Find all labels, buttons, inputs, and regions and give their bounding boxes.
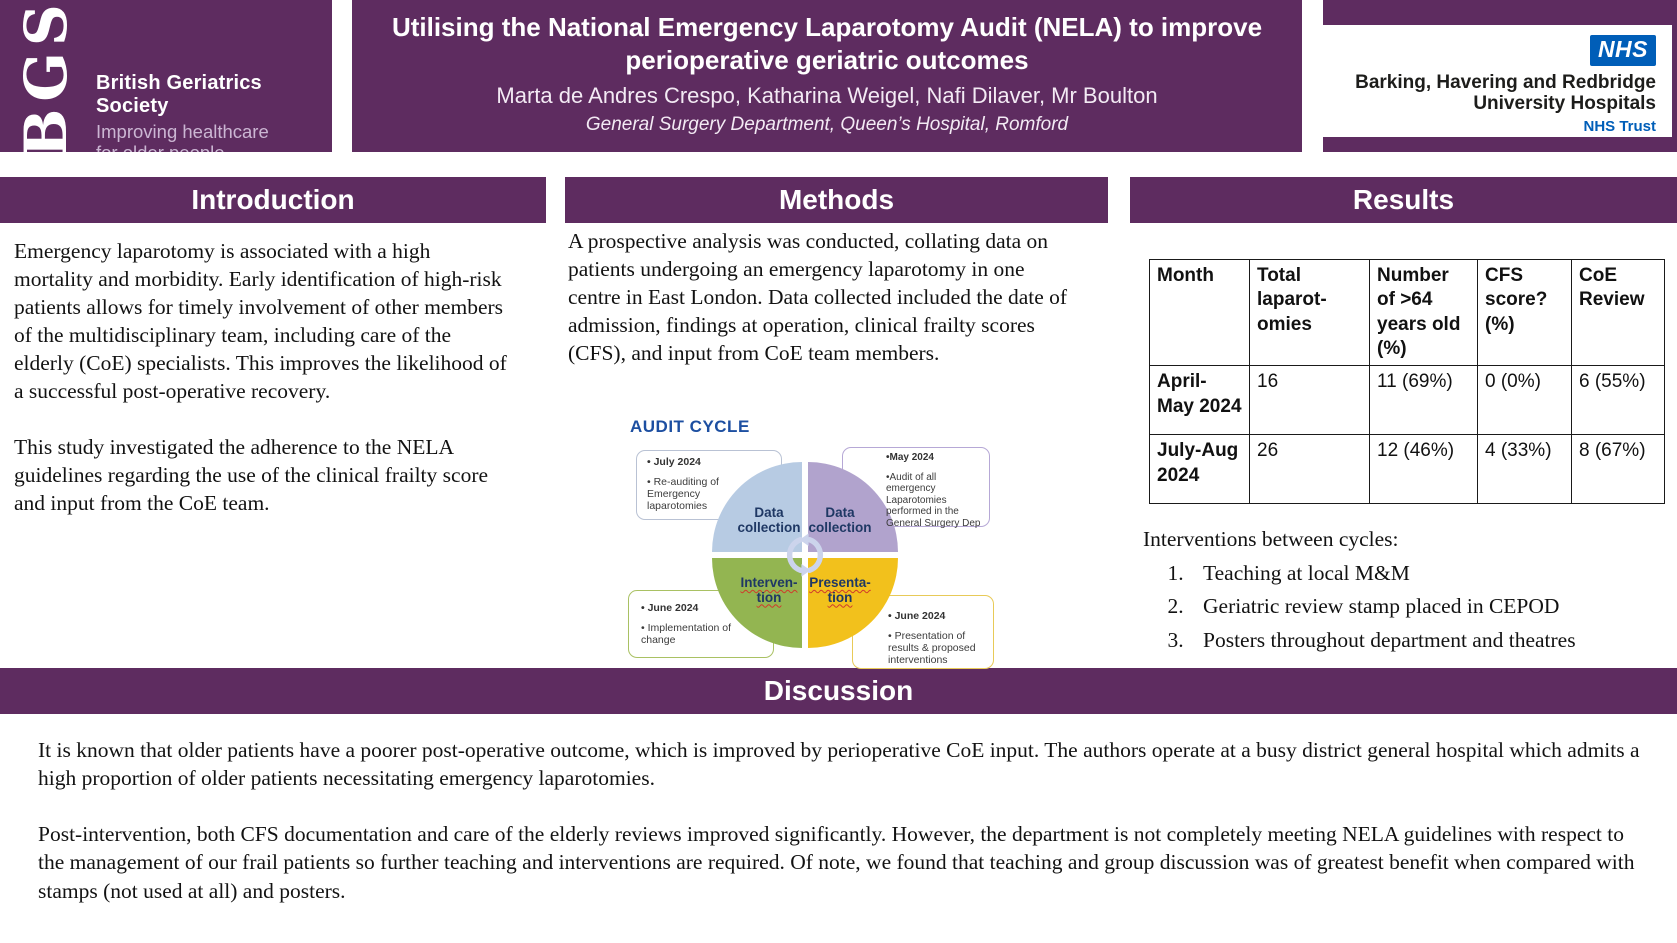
cell-coe: 6 (55%) — [1571, 365, 1665, 436]
cell-coe: 8 (67%) — [1571, 434, 1665, 505]
quadrant-label: Presenta-tion — [809, 575, 871, 605]
poster-title: Utilising the National Emergency Laparot… — [352, 11, 1302, 76]
bgs-tagline-2: for older people — [96, 142, 332, 152]
callout-body: Audit of all emergency Laparotomies perf… — [886, 472, 986, 530]
col-header-coe-review: CoE Review — [1571, 258, 1665, 367]
cell-month: July-Aug 2024 — [1149, 434, 1250, 505]
methods-heading: Methods — [565, 177, 1108, 223]
callout-text-june-2024-intervention: June 2024 Implementation of change — [641, 602, 747, 646]
interventions-block: Interventions between cycles: Teaching a… — [1143, 526, 1643, 660]
nhs-logo: NHS — [1589, 35, 1656, 66]
nhs-trust-panel: NHS Barking, Havering and Redbridge Univ… — [1323, 0, 1677, 152]
callout-body: Implementation of change — [641, 622, 747, 646]
callout-text-july-2024: July 2024 Re-auditing of Emergency lapar… — [647, 456, 747, 512]
callout-body: Presentation of results & proposed inter… — [888, 630, 990, 666]
quadrant-label: Interven-tion — [740, 575, 798, 605]
nhs-org-line-2: University Hospitals — [1473, 93, 1656, 115]
discussion-heading: Discussion — [0, 668, 1677, 714]
bgs-tagline-1: Improving healthcare — [96, 121, 269, 142]
introduction-body: Emergency laparotomy is associated with … — [14, 238, 508, 517]
table-row: July-Aug 2024 26 12 (46%) 4 (33%) 8 (67%… — [1149, 434, 1665, 505]
authors-line: Marta de Andres Crespo, Katharina Weigel… — [496, 83, 1158, 108]
introduction-paragraph-2: This study investigated the adherence to… — [14, 434, 489, 515]
results-heading: Results — [1130, 177, 1677, 223]
list-item: Posters throughout department and theatr… — [1189, 627, 1643, 655]
results-table-header-row: Month Total laparot-omies Number of >64 … — [1149, 258, 1665, 367]
callout-text-may-2024: May 2024 Audit of all emergency Laparoto… — [886, 452, 986, 529]
poster-title-line-1: Utilising the National Emergency Laparot… — [391, 12, 1263, 42]
bgs-society-name: British Geriatrics Society — [96, 72, 262, 117]
discussion-body: It is known that older patients have a p… — [38, 736, 1640, 905]
audit-cycle-title: AUDIT CYCLE — [630, 417, 750, 436]
affiliation-line: General Surgery Department, Queen’s Hosp… — [585, 114, 1069, 135]
bgs-logo-panel: BGS British Geriatrics Society Improving… — [0, 0, 332, 152]
interventions-heading: Interventions between cycles: — [1143, 527, 1399, 551]
col-header-over-64: Number of >64 years old (%) — [1369, 258, 1478, 367]
bgs-monogram-logo: BGS — [12, 0, 80, 152]
callout-text-june-2024-presentation: June 2024 Presentation of results & prop… — [888, 610, 990, 666]
nhs-org-line-1: Barking, Havering and Redbridge — [1355, 72, 1656, 93]
quadrant-label: Data collection — [737, 505, 801, 535]
cycle-arrows-icon — [786, 533, 824, 577]
cell-cfs: 4 (33%) — [1477, 434, 1572, 505]
methods-paragraph: A prospective analysis was conducted, co… — [568, 229, 1068, 365]
list-item: Teaching at local M&M — [1189, 560, 1643, 588]
table-row: April-May 2024 16 11 (69%) 0 (0%) 6 (55%… — [1149, 365, 1665, 436]
callout-date: June 2024 — [641, 602, 747, 614]
callout-body: Re-auditing of Emergency laparotomies — [647, 476, 747, 512]
nhs-logo-box: NHS Barking, Havering and Redbridge Univ… — [1323, 25, 1672, 137]
title-panel: Utilising the National Emergency Laparot… — [352, 0, 1302, 152]
introduction-paragraph-1: Emergency laparotomy is associated with … — [14, 239, 507, 403]
poster-title-line-2: perioperative geriatric outcomes — [625, 44, 1029, 75]
cell-total: 16 — [1249, 365, 1370, 436]
callout-date: May 2024 — [886, 452, 986, 464]
results-table: Month Total laparot-omies Number of >64 … — [1149, 258, 1665, 505]
col-header-cfs-score: CFS score? (%) — [1477, 258, 1572, 367]
cell-cfs: 0 (0%) — [1477, 365, 1572, 436]
quadrant-label: Data collection — [808, 505, 872, 535]
nhs-trust-label: NHS Trust — [1583, 117, 1656, 135]
introduction-heading: Introduction — [0, 177, 546, 223]
cell-month: April-May 2024 — [1149, 365, 1250, 436]
col-header-total-laparotomies: Total laparot-omies — [1249, 258, 1370, 367]
col-header-month: Month — [1149, 258, 1250, 367]
methods-body: A prospective analysis was conducted, co… — [568, 228, 1082, 368]
bgs-text-block: British Geriatrics Society Improving hea… — [96, 72, 332, 152]
discussion-paragraph-1: It is known that older patients have a p… — [38, 738, 1640, 791]
callout-date: July 2024 — [647, 456, 747, 468]
cell-total: 26 — [1249, 434, 1370, 505]
callout-date: June 2024 — [888, 610, 990, 622]
interventions-list: Teaching at local M&M Geriatric review s… — [1143, 560, 1643, 655]
discussion-paragraph-2: Post-intervention, both CFS documentatio… — [38, 821, 1635, 903]
cell-over-64: 11 (69%) — [1369, 365, 1478, 436]
list-item: Geriatric review stamp placed in CEPOD — [1189, 593, 1643, 621]
cell-over-64: 12 (46%) — [1369, 434, 1478, 505]
